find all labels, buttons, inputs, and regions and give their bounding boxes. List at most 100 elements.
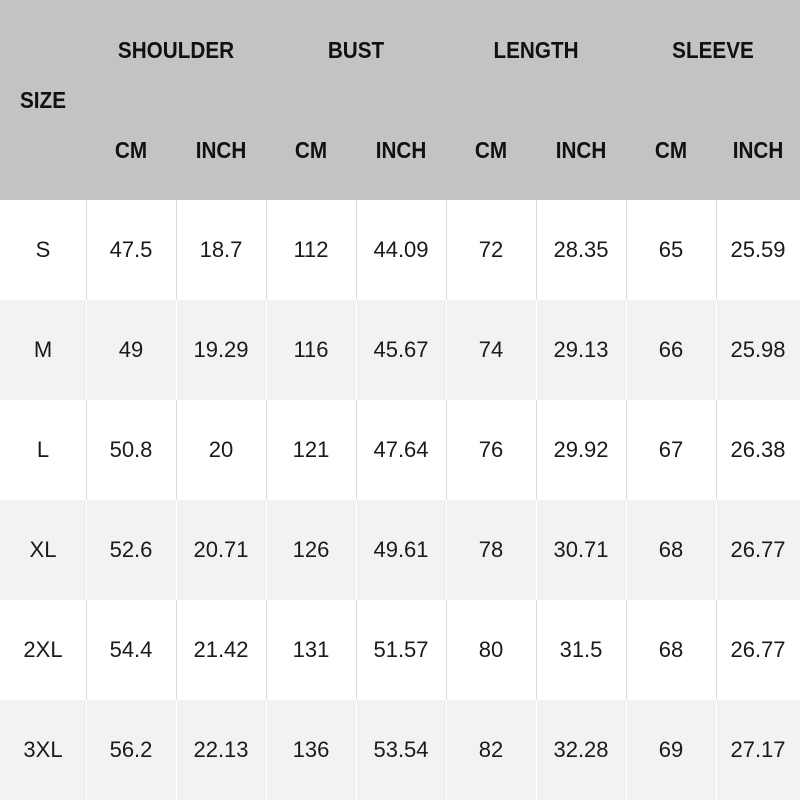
measure-cell: 29.92 — [553, 437, 609, 462]
column-divider — [266, 400, 267, 500]
measure-cell: 47.64 — [373, 437, 429, 462]
column-divider — [356, 200, 357, 300]
measure-cell: 21.42 — [193, 637, 249, 662]
column-divider — [86, 400, 87, 500]
column-divider — [86, 300, 87, 400]
measure-cell: 66 — [658, 337, 684, 362]
measure-cell: 68 — [658, 537, 684, 562]
measure-cell: 80 — [478, 637, 504, 662]
column-divider — [176, 500, 177, 600]
measure-cell: 31.5 — [559, 637, 603, 662]
measure-cell: 44.09 — [373, 237, 429, 262]
column-divider — [626, 500, 627, 600]
column-divider — [176, 200, 177, 300]
column-divider — [356, 300, 357, 400]
measure-cell: 54.4 — [109, 637, 153, 662]
measure-cell: 45.67 — [373, 337, 429, 362]
column-divider — [716, 600, 717, 700]
measure-cell: 50.8 — [109, 437, 153, 462]
column-divider — [356, 600, 357, 700]
column-divider — [176, 700, 177, 800]
measure-cell: 28.35 — [553, 237, 609, 262]
column-divider — [626, 200, 627, 300]
measure-cell: 26.77 — [730, 637, 786, 662]
measure-cell: 30.71 — [553, 537, 609, 562]
row-background — [0, 500, 800, 600]
row-background — [0, 300, 800, 400]
column-divider — [356, 700, 357, 800]
column-divider — [716, 200, 717, 300]
measure-cell: 22.13 — [193, 737, 249, 762]
column-divider — [716, 300, 717, 400]
column-divider — [446, 600, 447, 700]
measure-cell: 25.98 — [730, 337, 786, 362]
group-header: SHOULDER — [117, 36, 235, 63]
column-divider — [86, 700, 87, 800]
unit-header: CM — [114, 136, 148, 163]
unit-header: INCH — [195, 136, 247, 163]
measure-cell: 29.13 — [553, 337, 609, 362]
measure-cell: 47.5 — [109, 237, 153, 262]
measure-cell: 26.77 — [730, 537, 786, 562]
column-divider — [266, 700, 267, 800]
column-divider — [446, 700, 447, 800]
measure-cell: 25.59 — [730, 237, 786, 262]
column-divider — [356, 400, 357, 500]
column-divider — [266, 500, 267, 600]
column-divider — [446, 300, 447, 400]
column-divider — [716, 500, 717, 600]
measure-cell: 19.29 — [193, 337, 249, 362]
measure-cell: 72 — [478, 237, 504, 262]
size-header: SIZE — [19, 86, 67, 113]
row-background — [0, 400, 800, 500]
group-header: SLEEVE — [672, 36, 754, 63]
measure-cell: 53.54 — [373, 737, 429, 762]
column-divider — [266, 200, 267, 300]
measure-cell: 51.57 — [373, 637, 429, 662]
measure-cell: 18.7 — [199, 237, 243, 262]
column-divider — [86, 600, 87, 700]
measure-cell: 20 — [208, 437, 234, 462]
column-divider — [626, 300, 627, 400]
column-divider — [176, 400, 177, 500]
group-header: LENGTH — [493, 36, 579, 63]
row-background — [0, 200, 800, 300]
column-divider — [446, 200, 447, 300]
unit-header: CM — [294, 136, 328, 163]
column-divider — [536, 300, 537, 400]
column-divider — [356, 500, 357, 600]
measure-cell: 68 — [658, 637, 684, 662]
column-divider — [86, 200, 87, 300]
size-cell: 3XL — [23, 737, 63, 762]
measure-cell: 65 — [658, 237, 684, 262]
column-divider — [536, 700, 537, 800]
measure-cell: 82 — [478, 737, 504, 762]
measure-cell: 26.38 — [730, 437, 786, 462]
measure-cell: 56.2 — [109, 737, 153, 762]
size-cell: 2XL — [23, 637, 63, 662]
unit-header: CM — [474, 136, 508, 163]
column-divider — [536, 400, 537, 500]
measure-cell: 76 — [478, 437, 504, 462]
measure-cell: 126 — [292, 537, 330, 562]
row-background — [0, 600, 800, 700]
measure-cell: 49 — [118, 337, 144, 362]
measure-cell: 69 — [658, 737, 684, 762]
measure-cell: 27.17 — [730, 737, 786, 762]
column-divider — [626, 600, 627, 700]
column-divider — [716, 400, 717, 500]
column-divider — [446, 500, 447, 600]
measure-cell: 20.71 — [193, 537, 249, 562]
size-cell: XL — [29, 537, 57, 562]
measure-cell: 136 — [292, 737, 330, 762]
column-divider — [446, 400, 447, 500]
column-divider — [626, 700, 627, 800]
measure-cell: 74 — [478, 337, 504, 362]
measure-cell: 67 — [658, 437, 684, 462]
group-header: BUST — [327, 36, 385, 63]
column-divider — [176, 300, 177, 400]
measure-cell: 116 — [293, 337, 329, 362]
column-divider — [266, 600, 267, 700]
measure-cell: 131 — [292, 637, 330, 662]
unit-header: INCH — [732, 136, 784, 163]
